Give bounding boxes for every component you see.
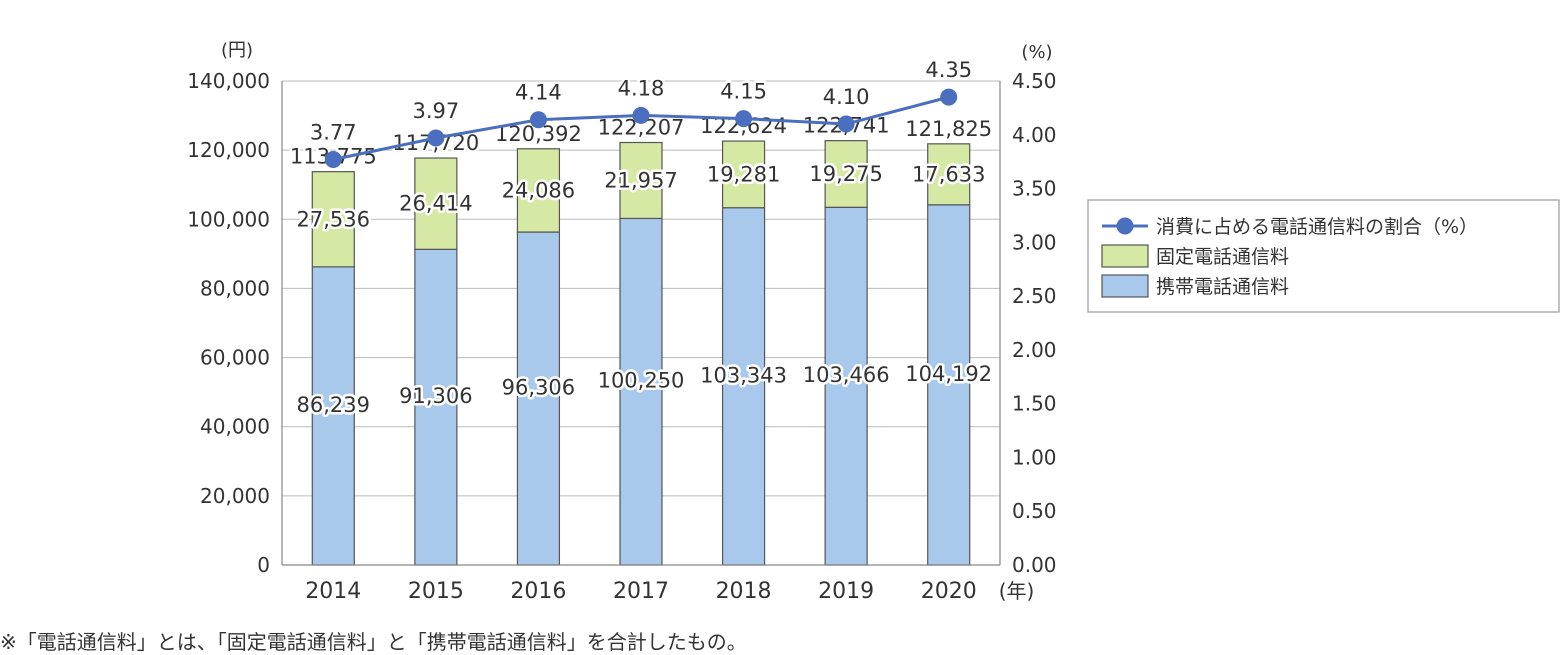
legend-swatch-fixed: [1101, 244, 1149, 268]
y-right-tick-label: 3.00: [1012, 230, 1057, 254]
legend-label-mobile: 携帯電話通信料: [1156, 276, 1289, 298]
y-right-unit: (%): [1021, 42, 1052, 63]
legend-swatch-mobile: [1101, 274, 1149, 298]
y-left-tick-label: 100,000: [187, 207, 270, 231]
x-axis-unit: (年): [999, 579, 1035, 603]
data-label-fixed: 19,275: [809, 162, 882, 186]
y-right-tick-label: 4.50: [1012, 69, 1057, 93]
bar-mobile: [824, 206, 868, 566]
legend-line-marker: [1116, 217, 1134, 235]
data-label-mobile: 104,192: [905, 362, 992, 386]
footnote: ※「電話通信料」とは、「固定電話通信料」と「携帯電話通信料」を合計したもの。: [0, 630, 747, 654]
data-label-fixed: 27,536: [297, 207, 370, 231]
y-left-tick-label: 60,000: [200, 346, 270, 370]
legend-box: [1087, 199, 1560, 313]
y-left-tick-label: 0: [257, 553, 270, 577]
x-tick-label: 2014: [305, 579, 361, 604]
data-label-fixed: 24,086: [502, 178, 575, 202]
x-tick-label: 2019: [818, 579, 874, 604]
y-left-tick-label: 40,000: [200, 415, 270, 439]
bar-fixed: [721, 140, 766, 209]
bar-fixed: [824, 140, 868, 208]
y-right-tick-label: 2.50: [1012, 284, 1057, 308]
data-label-total: 121,825: [905, 117, 992, 141]
bar-mobile: [927, 204, 971, 566]
bar-mobile: [414, 248, 458, 566]
data-label-share: 3.97: [412, 99, 459, 123]
line-point: [529, 111, 547, 129]
data-label-share: 4.35: [925, 58, 972, 82]
data-label-share: 4.18: [618, 76, 665, 100]
x-tick-label: 2016: [510, 579, 566, 604]
x-tick-label: 2020: [921, 579, 977, 604]
y-right-tick-label: 3.50: [1012, 177, 1057, 201]
data-label-mobile: 100,250: [598, 369, 685, 393]
bar-mobile: [619, 217, 663, 566]
legend-label-share: 消費に占める電話通信料の割合（%）: [1156, 216, 1478, 238]
bar-fixed: [619, 141, 663, 220]
data-label-mobile: 103,343: [700, 363, 787, 387]
line-point: [837, 115, 855, 133]
y-right-tick-label: 2.00: [1012, 338, 1057, 362]
y-left-unit: (円): [221, 40, 253, 61]
line-point: [632, 106, 650, 124]
y-right-tick-label: 0.50: [1012, 499, 1057, 523]
bar-fixed: [414, 157, 458, 250]
data-label-fixed: 26,414: [399, 192, 472, 216]
x-tick-label: 2015: [408, 579, 464, 604]
y-right-tick-label: 1.00: [1012, 445, 1057, 469]
line-point: [735, 110, 753, 128]
bar-fixed: [516, 148, 561, 233]
stacked-bar-line-chart: 0 20,000 40,000 60,000 80,000 100,000 120,000 1…: [187, 40, 1560, 604]
data-label-fixed: 17,633: [912, 162, 985, 186]
bar-mobile: [516, 231, 561, 566]
data-label-share: 4.10: [823, 85, 870, 109]
y-left-tick-label: 20,000: [200, 484, 270, 508]
data-label-share: 3.77: [310, 121, 357, 145]
x-tick-label: 2018: [716, 579, 772, 604]
data-label-mobile: 103,466: [803, 363, 890, 387]
line-point: [324, 151, 342, 169]
y-left-tick-label: 140,000: [187, 69, 270, 93]
data-label-mobile: 86,239: [297, 393, 370, 417]
data-label-share: 4.15: [720, 80, 767, 104]
data-label-mobile: 96,306: [502, 376, 575, 400]
y-left-tick-label: 120,000: [187, 138, 270, 162]
bar-fixed: [311, 171, 355, 268]
x-tick-label: 2017: [613, 579, 669, 604]
data-label-fixed: 19,281: [707, 162, 780, 186]
y-left-tick-label: 80,000: [200, 276, 270, 300]
legend-label-fixed: 固定電話通信料: [1156, 246, 1289, 268]
line-point: [940, 88, 958, 106]
y-right-tick-label: 0.00: [1012, 553, 1057, 577]
y-right-tick-label: 1.50: [1012, 392, 1057, 416]
line-point: [427, 129, 445, 147]
data-label-fixed: 21,957: [604, 168, 677, 192]
data-label-share: 4.14: [515, 81, 562, 105]
data-label-mobile: 91,306: [399, 384, 472, 408]
y-right-tick-label: 4.00: [1012, 123, 1057, 147]
bar-fixed: [927, 143, 971, 206]
